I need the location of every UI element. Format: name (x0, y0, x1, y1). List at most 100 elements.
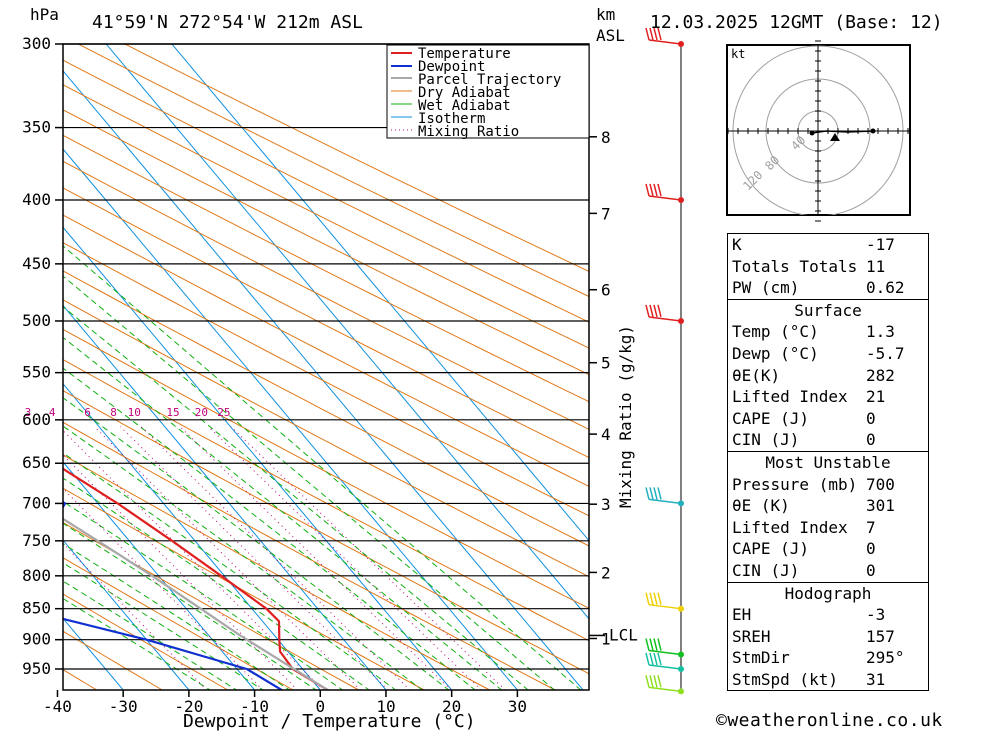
wind-barb-flag (657, 652, 662, 666)
x-axis-label: Dewpoint / Temperature (°C) (183, 711, 476, 732)
wind-barb-flag (653, 27, 658, 41)
pressure-label: 450 (22, 254, 51, 273)
isotherm-line (0, 7, 57, 690)
wind-profile (645, 27, 684, 695)
dry-adiabat-line (63, 134, 589, 403)
wind-level-dot (678, 317, 684, 324)
pressure-label: 600 (22, 410, 51, 429)
wind-barb-shaft (648, 39, 682, 45)
location-title: 41°59'N 272°54'W 212m ASL (92, 12, 363, 33)
wind-barb-flag (657, 592, 662, 605)
dewpoint-profile (63, 500, 284, 690)
wind-barb (645, 304, 684, 324)
mixing-ratio-label: 20 (195, 406, 208, 419)
background-lines (0, 7, 589, 690)
wet-adiabat-line (63, 543, 291, 690)
pressure-label: 650 (22, 453, 51, 472)
wet-adiabat-line (63, 425, 424, 690)
mixing-ratio-line (63, 454, 298, 690)
dry-adiabat-line (63, 160, 589, 430)
wind-barb-flag (653, 304, 658, 318)
row-surface-dewp: Dewp (°C) -5.7 (732, 343, 905, 363)
row-mu-li: Lifted Index 7 (732, 517, 876, 537)
pressure-label: 850 (22, 599, 51, 618)
row-surface-temp: Temp (°C) 1.3 (732, 322, 895, 342)
hodograph-point (809, 130, 815, 136)
wet-adiabat-line (63, 397, 450, 690)
km-tick-label: 3 (601, 495, 611, 514)
wind-barb-flag (657, 304, 662, 318)
mixing-ratio-label: 4 (49, 406, 56, 419)
wet-adiabat-line (63, 522, 317, 690)
wet-adiabat-line (63, 367, 476, 690)
pressure-label: 500 (22, 311, 51, 330)
km-tick-label: 7 (601, 204, 611, 223)
km-tick-label: 8 (601, 128, 611, 147)
credit-link[interactable]: ©weatheronline.co.uk (716, 710, 943, 731)
isotherm-line (171, 44, 589, 542)
parcel-trajectory-profile (63, 517, 330, 690)
mixing-ratio-line (140, 426, 411, 690)
dry-adiabat-line (63, 521, 359, 690)
wind-level-dot (678, 666, 684, 672)
wind-barb-flag (645, 652, 650, 666)
wind-barb-flag (649, 27, 654, 41)
dry-adiabat-line (63, 328, 589, 609)
mixing-ratio-label: 8 (110, 406, 117, 419)
temp-tick-label: -20 (174, 697, 203, 716)
isotherm-line (63, 382, 321, 690)
row-sreh: SREH 157 (732, 626, 895, 646)
mixing-ratio-line (207, 426, 482, 690)
dry-adiabat-line (63, 454, 490, 690)
datetime-title: 12.03.2025 12GMT (Base: 12) (650, 12, 943, 33)
wind-barb (645, 183, 684, 203)
dry-adiabat-line (63, 109, 589, 376)
temperature-profile (63, 467, 330, 690)
wind-barb-flag (649, 183, 654, 197)
legend-dry-adiabat: Dry Adiabat (418, 85, 511, 101)
row-k-index: K -17 (732, 235, 895, 254)
wind-level-dot (678, 688, 684, 695)
mixing-ratio-label: 25 (217, 406, 230, 419)
wind-level-dot (678, 651, 684, 658)
dry-adiabat-line (123, 44, 589, 273)
dry-adiabat-line (63, 187, 589, 459)
temp-tick-label: -10 (240, 697, 269, 716)
wind-barb (645, 487, 684, 507)
row-pw: PW (cm) 0.62 (732, 278, 905, 298)
wind-barb-flag (649, 304, 654, 318)
wet-adiabat-line (63, 597, 211, 690)
wind-barb-flag (653, 675, 658, 688)
row-surface-li: Lifted Index 21 (732, 387, 886, 407)
dry-adiabat-line (63, 84, 589, 349)
wind-level-dot (678, 500, 684, 507)
wind-barb-flag (657, 27, 662, 41)
wind-barb-shaft (648, 316, 682, 322)
wind-barb-shaft (648, 195, 682, 201)
profiles (63, 467, 330, 690)
mixing-ratio-line (93, 426, 361, 690)
row-surface-cin: CIN (J) 0 (732, 430, 876, 450)
wet-adiabat-line (63, 245, 582, 690)
wet-adiabat-line (63, 500, 344, 690)
mixing-ratio-line (120, 426, 389, 690)
pressure-label: 550 (22, 363, 51, 382)
pressure-label: 800 (22, 566, 51, 585)
wind-barb-flag (645, 487, 650, 500)
pressure-label: 300 (22, 34, 51, 53)
legend-parcel: Parcel Trajectory (418, 72, 561, 88)
wind-barb-flag (657, 675, 662, 688)
row-stmdir: StmDir 295° (732, 648, 905, 668)
wet-adiabat-line (63, 336, 503, 690)
wind-barb (645, 675, 684, 695)
pressure-label: 700 (22, 493, 51, 512)
wind-barb-flag (645, 592, 650, 605)
mixing-ratio-label: 3 (25, 406, 32, 419)
dry-adiabat-line (77, 44, 589, 298)
wind-barb-flag (653, 652, 658, 666)
row-mu-thetae: θE (K) 301 (732, 496, 895, 516)
dry-adiabat-line (63, 270, 589, 547)
wind-level-dot (678, 196, 684, 203)
km-tick-label: 5 (601, 354, 611, 373)
